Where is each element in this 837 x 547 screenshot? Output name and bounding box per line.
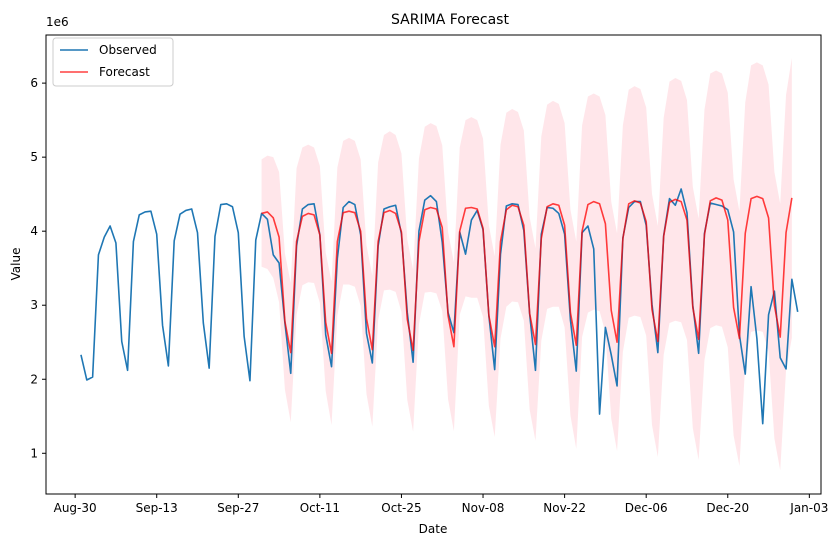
y-multiplier-label: 1e6	[46, 15, 69, 29]
y-tick-label: 1	[30, 446, 38, 460]
x-tick-label: Sep-27	[217, 501, 259, 515]
x-axis: Aug-30 Sep-13 Sep-27 Oct-11 Oct-25 Nov-08 Nov-…	[54, 494, 828, 515]
y-tick-label: 2	[30, 372, 38, 386]
series-line-forecast	[261, 195, 793, 355]
x-axis-label: Date	[419, 522, 448, 536]
x-tick-label: Dec-06	[625, 501, 668, 515]
y-tick-label: 5	[30, 150, 38, 164]
y-tick-label: 6	[30, 76, 38, 90]
legend: Observed Forecast	[52, 37, 174, 87]
y-tick-label: 4	[30, 224, 38, 238]
x-tick-label: Nov-22	[543, 501, 586, 515]
x-tick-label: Dec-20	[706, 501, 749, 515]
plot-frame	[45, 34, 822, 495]
x-tick-label: Aug-30	[54, 501, 97, 515]
chart-title: SARIMA Forecast	[391, 12, 509, 28]
x-tick-label: Oct-25	[381, 501, 421, 515]
x-tick-label: Sep-13	[136, 501, 178, 515]
y-axis-label: Value	[9, 248, 23, 281]
y-axis: 1 2 3 4 5 6	[30, 76, 46, 460]
legend-label-observed: Observed	[99, 43, 157, 57]
series-layer	[80, 188, 799, 425]
x-tick-label: Nov-08	[462, 501, 505, 515]
x-tick-label: Jan-03	[789, 501, 828, 515]
legend-label-forecast: Forecast	[99, 65, 150, 79]
series-line-observed	[80, 188, 799, 425]
x-tick-label: Oct-11	[300, 501, 340, 515]
y-tick-label: 3	[30, 298, 38, 312]
